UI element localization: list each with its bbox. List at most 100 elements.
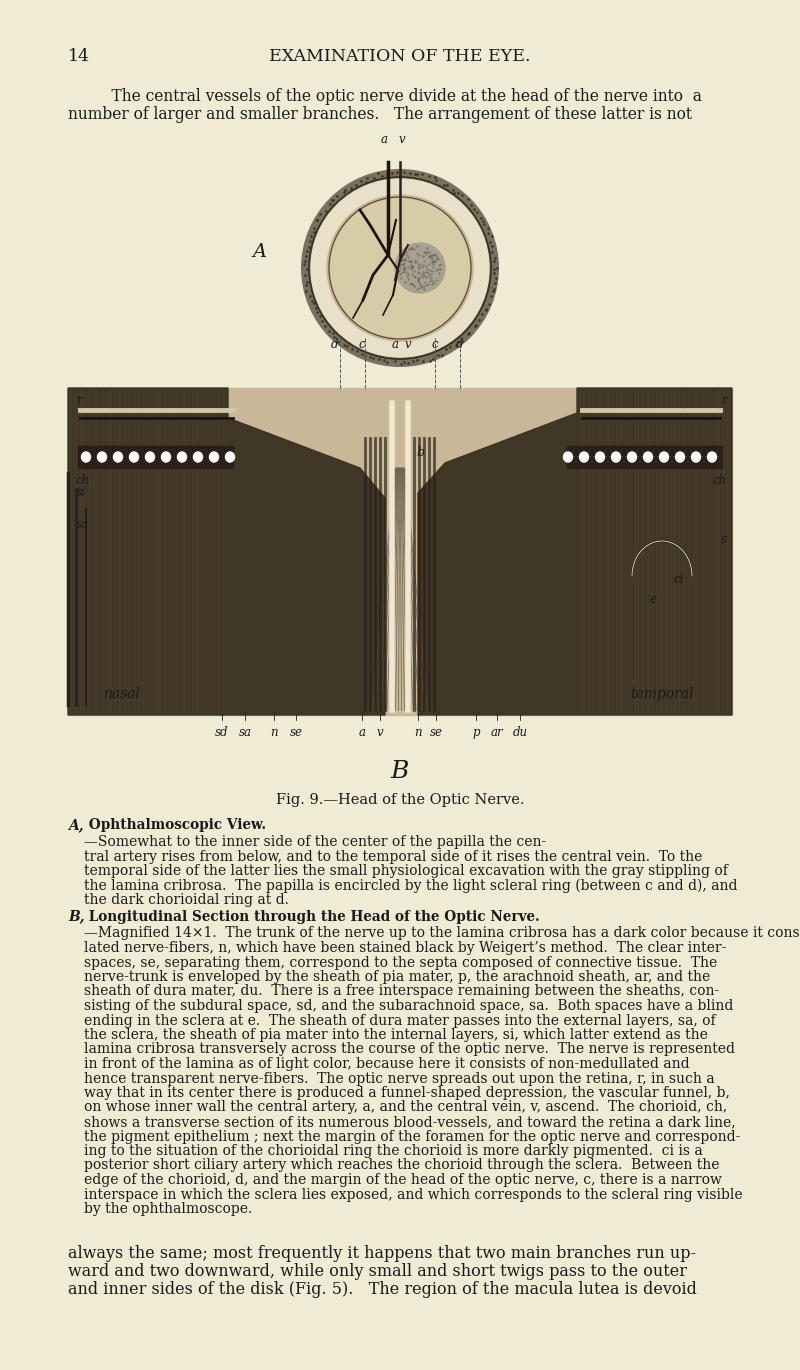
Text: v: v — [398, 133, 406, 147]
Ellipse shape — [595, 452, 605, 462]
Ellipse shape — [194, 452, 202, 462]
Text: v: v — [377, 726, 383, 738]
Ellipse shape — [82, 452, 90, 462]
Text: —Magnified 14×1.  The trunk of the nerve up to the lamina cribrosa has a dark co: —Magnified 14×1. The trunk of the nerve … — [84, 926, 800, 940]
Ellipse shape — [563, 452, 573, 462]
Text: d: d — [456, 338, 464, 351]
Text: Ophthalmoscopic View.: Ophthalmoscopic View. — [84, 818, 266, 832]
Circle shape — [327, 195, 473, 341]
Text: B,: B, — [68, 910, 85, 923]
Text: a: a — [381, 133, 387, 147]
Text: sheath of dura mater, du.  There is a free interspace remaining between the shea: sheath of dura mater, du. There is a fre… — [84, 985, 719, 999]
Text: temporal side of the latter lies the small physiological excavation with the gra: temporal side of the latter lies the sma… — [84, 864, 728, 878]
Ellipse shape — [130, 452, 138, 462]
Text: always the same; most frequently it happens that two main branches run up-: always the same; most frequently it happ… — [68, 1244, 696, 1262]
Text: sa: sa — [238, 726, 251, 738]
Text: ch: ch — [713, 474, 727, 486]
Text: number of larger and smaller branches.   The arrangement of these latter is not: number of larger and smaller branches. T… — [68, 105, 692, 123]
Ellipse shape — [659, 452, 669, 462]
Ellipse shape — [210, 452, 218, 462]
Ellipse shape — [707, 452, 717, 462]
Text: r: r — [76, 395, 82, 407]
Ellipse shape — [611, 452, 621, 462]
Ellipse shape — [146, 452, 154, 462]
Text: c: c — [432, 338, 438, 351]
Text: b: b — [416, 447, 424, 459]
Text: hence transparent nerve-fibers.  The optic nerve spreads out upon the retina, r,: hence transparent nerve-fibers. The opti… — [84, 1071, 714, 1085]
Ellipse shape — [162, 452, 170, 462]
Ellipse shape — [627, 452, 637, 462]
Text: Fig. 9.—Head of the Optic Nerve.: Fig. 9.—Head of the Optic Nerve. — [276, 793, 524, 807]
Text: nerve-trunk is enveloped by the sheath of pia mater, p, the arachnoid sheath, ar: nerve-trunk is enveloped by the sheath o… — [84, 970, 710, 984]
Text: v: v — [405, 338, 411, 351]
Text: lamina cribrosa transversely across the course of the optic nerve.  The nerve is: lamina cribrosa transversely across the … — [84, 1043, 735, 1056]
Text: and inner sides of the disk (Fig. 5).   The region of the macula lutea is devoid: and inner sides of the disk (Fig. 5). Th… — [68, 1281, 697, 1297]
Text: posterior short ciliary artery which reaches the chorioid through the sclera.  B: posterior short ciliary artery which rea… — [84, 1159, 719, 1173]
Text: p: p — [472, 726, 480, 738]
Bar — [68, 388, 732, 715]
Text: ing to the situation of the chorioidal ring the chorioid is more darkly pigmente: ing to the situation of the chorioidal r… — [84, 1144, 702, 1158]
Text: way that in its center there is produced a funnel-shaped depression, the vascula: way that in its center there is produced… — [84, 1086, 730, 1100]
Text: the pigment epithelium ; next the margin of the foramen for the optic nerve and : the pigment epithelium ; next the margin… — [84, 1129, 740, 1144]
Bar — [567, 447, 722, 469]
Ellipse shape — [579, 452, 589, 462]
Text: by the ophthalmoscope.: by the ophthalmoscope. — [84, 1201, 252, 1217]
Text: tral artery rises from below, and to the temporal side of it rises the central v: tral artery rises from below, and to the… — [84, 849, 702, 863]
Text: e: e — [650, 593, 657, 606]
Ellipse shape — [98, 452, 106, 462]
Text: ward and two downward, while only small and short twigs pass to the outer: ward and two downward, while only small … — [68, 1263, 687, 1280]
Text: se: se — [430, 726, 442, 738]
Text: sa: sa — [76, 518, 89, 532]
Circle shape — [301, 169, 499, 367]
Text: si: si — [76, 486, 86, 499]
Text: A: A — [252, 242, 266, 262]
Text: d: d — [331, 338, 338, 351]
Text: temporal: temporal — [630, 686, 694, 701]
Text: a: a — [358, 726, 366, 738]
Text: lated nerve-fibers, n, which have been stained black by Weigert’s method.  The c: lated nerve-fibers, n, which have been s… — [84, 941, 726, 955]
Text: s: s — [721, 533, 727, 547]
Circle shape — [395, 242, 445, 293]
Text: r: r — [722, 395, 727, 407]
Text: ar: ar — [490, 726, 503, 738]
Text: the dark chorioidal ring at d.: the dark chorioidal ring at d. — [84, 893, 289, 907]
Text: EXAMINATION OF THE EYE.: EXAMINATION OF THE EYE. — [270, 48, 530, 64]
Text: ci: ci — [674, 573, 684, 586]
Circle shape — [311, 179, 489, 358]
Polygon shape — [418, 388, 732, 715]
Ellipse shape — [226, 452, 234, 462]
Text: the sclera, the sheath of pia mater into the internal layers, si, which latter e: the sclera, the sheath of pia mater into… — [84, 1028, 708, 1043]
Text: A,: A, — [68, 818, 84, 832]
Text: sd: sd — [215, 726, 229, 738]
Ellipse shape — [114, 452, 122, 462]
Text: c: c — [358, 338, 366, 351]
Text: B: B — [391, 760, 409, 784]
Text: shows a transverse section of its numerous blood-vessels, and toward the retina : shows a transverse section of its numero… — [84, 1115, 736, 1129]
Polygon shape — [68, 388, 385, 715]
Text: spaces, se, separating them, correspond to the septa composed of connective tiss: spaces, se, separating them, correspond … — [84, 955, 718, 970]
Ellipse shape — [643, 452, 653, 462]
Text: nasal: nasal — [103, 686, 140, 701]
Text: interspace in which the sclera lies exposed, and which corresponds to the sclera: interspace in which the sclera lies expo… — [84, 1188, 742, 1201]
Text: se: se — [290, 726, 302, 738]
Text: —Somewhat to the inner side of the center of the papilla the cen-: —Somewhat to the inner side of the cente… — [84, 834, 546, 849]
Bar — [78, 447, 233, 469]
Text: n: n — [270, 726, 278, 738]
Circle shape — [329, 197, 471, 338]
Text: the lamina cribrosa.  The papilla is encircled by the light scleral ring (betwee: the lamina cribrosa. The papilla is enci… — [84, 878, 738, 893]
Text: 14: 14 — [68, 48, 90, 64]
Text: sisting of the subdural space, sd, and the subarachnoid space, sa.  Both spaces : sisting of the subdural space, sd, and t… — [84, 999, 734, 1012]
Text: on whose inner wall the central artery, a, and the central vein, v, ascend.  The: on whose inner wall the central artery, … — [84, 1100, 727, 1115]
Text: The central vessels of the optic nerve divide at the head of the nerve into  a: The central vessels of the optic nerve d… — [92, 88, 702, 105]
Text: ending in the sclera at e.  The sheath of dura mater passes into the external la: ending in the sclera at e. The sheath of… — [84, 1014, 716, 1028]
Text: du: du — [513, 726, 527, 738]
Text: n: n — [414, 726, 422, 738]
Text: Longitudinal Section through the Head of the Optic Nerve.: Longitudinal Section through the Head of… — [84, 910, 540, 923]
Text: in front of the lamina as of light color, because here it consists of non-medull: in front of the lamina as of light color… — [84, 1058, 690, 1071]
Text: a: a — [391, 338, 398, 351]
Ellipse shape — [691, 452, 701, 462]
Text: edge of the chorioid, d, and the margin of the head of the optic nerve, c, there: edge of the chorioid, d, and the margin … — [84, 1173, 722, 1186]
Text: ch: ch — [76, 474, 90, 486]
Ellipse shape — [178, 452, 186, 462]
Ellipse shape — [675, 452, 685, 462]
